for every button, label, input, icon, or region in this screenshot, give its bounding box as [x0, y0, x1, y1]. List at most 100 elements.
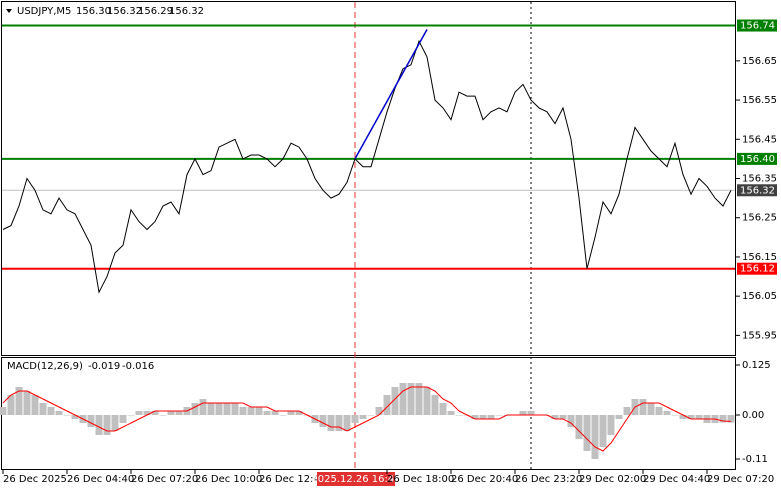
macd-bar: [191, 403, 199, 415]
macd-bar: [559, 415, 567, 419]
macd-bar: [599, 415, 607, 447]
macd-bar: [623, 407, 631, 415]
macd-bar: [231, 403, 239, 415]
price-level-label: 156.32: [740, 185, 775, 196]
x-tick-label: 26 Dec 18:00: [387, 474, 454, 485]
y-tick-label: 156.05: [742, 291, 777, 302]
macd-bar: [239, 407, 247, 415]
macd-bar: [319, 415, 327, 427]
macd-bar: [407, 383, 415, 415]
menu-arrow: [6, 9, 12, 13]
macd-bar: [327, 415, 335, 431]
ohlc-value: 156.32: [169, 6, 204, 17]
macd-bar: [607, 415, 615, 435]
macd-bar: [399, 383, 407, 415]
macd-bar: [487, 415, 495, 419]
x-tick-label: 26 Dec 2025: [3, 474, 67, 485]
macd-bar: [47, 407, 55, 415]
x-tick-label: 26 Dec 12:40: [259, 474, 326, 485]
macd-bar: [159, 415, 167, 416]
x-tick-label: 26 Dec 23:20: [515, 474, 582, 485]
price-level-tag: [737, 19, 777, 32]
macd-bar: [55, 411, 63, 415]
macd-bar: [679, 415, 687, 419]
macd-bar: [351, 415, 359, 423]
macd-bar: [71, 415, 79, 419]
price-level-label: 156.74: [740, 21, 775, 32]
macd-bar: [567, 415, 575, 427]
macd-bar: [7, 395, 15, 415]
x-tick-label: 29 Dec 04:40: [643, 474, 710, 485]
macd-bar: [615, 415, 623, 419]
macd-bar: [551, 415, 559, 419]
macd-bar: [391, 387, 399, 415]
price-level-label: 156.40: [740, 154, 775, 165]
macd-bar: [359, 415, 367, 419]
ohlc-value: 156.30: [76, 6, 111, 17]
y-tick-label: -0.11: [742, 454, 768, 465]
x-tick-label: 26 Dec 10:00: [195, 474, 262, 485]
macd-bar: [447, 411, 455, 415]
macd-bar: [519, 411, 527, 415]
price-level-tag: [737, 184, 777, 197]
macd-bar: [95, 415, 103, 435]
macd-bar: [375, 407, 383, 415]
macd-bar: [719, 415, 727, 423]
macd-bar: [31, 395, 39, 415]
macd-bar: [335, 415, 343, 431]
y-tick-label: 156.55: [742, 95, 777, 106]
macd-bar: [479, 415, 487, 419]
macd-bar: [23, 391, 31, 415]
macd-bar: [279, 415, 287, 416]
chart-title: USDJPY,M5: [17, 6, 71, 17]
macd-bar: [143, 411, 151, 415]
macd-bar: [495, 415, 503, 416]
x-tick-label: 26 Dec 20:40: [451, 474, 518, 485]
macd-bar: [415, 383, 423, 415]
y-tick-label: 0.125: [742, 360, 771, 371]
macd-bar: [639, 399, 647, 415]
crosshair-tag: [317, 472, 395, 486]
ohlc-value: 156.32: [107, 6, 142, 17]
macd-bar: [367, 415, 375, 416]
macd-bar: [431, 395, 439, 415]
x-tick-label: 29 Dec 07:20: [707, 474, 774, 485]
macd-bar: [119, 415, 127, 423]
y-tick-label: 156.45: [742, 134, 777, 145]
y-tick-label: 0.00: [742, 410, 764, 421]
macd-bar: [671, 415, 679, 416]
macd-bar: [295, 411, 303, 415]
macd-bar: [127, 415, 135, 416]
x-tick-label: 29 Dec 02:00: [579, 474, 646, 485]
price-panel-frame: [1, 1, 736, 356]
macd-bar: [687, 415, 695, 419]
macd-bar: [175, 411, 183, 415]
macd-bar: [207, 403, 215, 415]
macd-bar: [423, 387, 431, 415]
signal-line: [2, 386, 732, 452]
macd-bar: [103, 415, 111, 435]
trendline: [354, 29, 428, 160]
x-tick-label: 26 Dec 04:40: [67, 474, 134, 485]
price-level-label: 156.12: [740, 264, 775, 275]
price-line: [2, 39, 732, 294]
macd-bar: [287, 411, 295, 415]
crosshair-label: 2025.12.26 16:40: [311, 474, 400, 485]
macd-bar: [263, 411, 271, 415]
macd-bar: [455, 415, 463, 416]
price-level-tag: [737, 262, 777, 275]
y-tick-label: 156.25: [742, 213, 777, 224]
macd-bar: [199, 399, 207, 415]
macd-bar: [63, 415, 71, 416]
macd-bar: [575, 415, 583, 439]
macd-bar: [87, 415, 95, 427]
macd-bar: [439, 403, 447, 415]
macd-bar: [271, 411, 279, 415]
macd-bar: [135, 411, 143, 415]
macd-bar: [591, 415, 599, 459]
macd-bar: [663, 411, 671, 415]
x-tick-label: 26 Dec 07:20: [131, 474, 198, 485]
macd-bar: [151, 411, 159, 415]
macd-bar: [655, 407, 663, 415]
